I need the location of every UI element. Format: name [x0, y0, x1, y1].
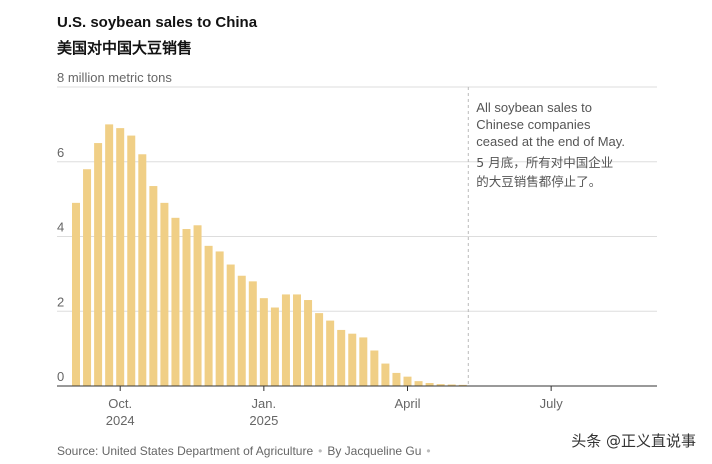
annotation-text: ceased at the end of May.: [476, 134, 625, 149]
annotation-text-cn: 的大豆销售都停止了。: [476, 174, 601, 189]
bar: [127, 135, 136, 386]
annotation-text-cn: 5 月底，所有对中国企业: [476, 155, 613, 170]
x-tick-label: Oct.: [108, 396, 132, 411]
bar: [160, 202, 169, 386]
bar: [83, 169, 92, 386]
bar: [403, 376, 412, 386]
x-tick-year-label: 2024: [106, 413, 135, 428]
bar: [94, 143, 103, 386]
bar: [138, 154, 147, 386]
bar: [105, 124, 114, 386]
bar: [149, 186, 158, 386]
bar: [204, 245, 213, 386]
chart-title: U.S. soybean sales to China: [57, 14, 258, 31]
bar: [359, 337, 368, 386]
bar: [182, 229, 191, 386]
bar: [193, 225, 202, 386]
bar: [259, 298, 268, 386]
byline: By Jacqueline Gu: [327, 444, 422, 458]
bar: [293, 294, 301, 386]
x-tick-year-label: 2025: [249, 413, 278, 428]
y-tick-label: 6: [57, 145, 64, 160]
bar: [304, 300, 313, 386]
y-tick-label: 4: [57, 220, 64, 235]
bar: [392, 372, 401, 386]
bar: [436, 384, 445, 386]
y-tick-label: 0: [57, 369, 64, 384]
bar: [337, 329, 346, 386]
annotation-text: All soybean sales to: [476, 100, 592, 115]
bar: [116, 128, 125, 387]
bar: [370, 350, 379, 386]
x-tick-label: July: [540, 396, 564, 411]
annotation-text: Chinese companies: [476, 117, 591, 132]
source-line: Source: United States Department of Agri…: [57, 444, 431, 458]
y-tick-label: 2: [57, 294, 64, 309]
watermark: 头条 @正义直说事: [571, 432, 696, 450]
chart-subtitle: 美国对中国大豆销售: [57, 39, 193, 57]
bar: [447, 384, 456, 386]
bar: [326, 320, 335, 386]
bar: [72, 202, 80, 386]
bar: [414, 381, 423, 386]
bar: [281, 294, 290, 386]
x-tick-label: April: [394, 396, 420, 411]
bar: [270, 307, 279, 386]
soybean-bar-chart: 8 million metric tons 0 2 4 6 Oct. 2024 Jan. 202…: [57, 70, 657, 428]
unit-label: 8 million metric tons: [57, 70, 172, 85]
bar: [248, 281, 257, 386]
bar: [425, 383, 434, 386]
bar: [381, 363, 390, 386]
bar: [458, 384, 467, 386]
x-tick-label: Jan.: [252, 396, 277, 411]
bar: [348, 333, 357, 386]
source-text: Source: United States Department of Agri…: [57, 444, 314, 458]
bar: [237, 275, 246, 386]
bar: [215, 251, 224, 386]
bar: [171, 217, 180, 386]
bar: [315, 313, 324, 386]
bar: [226, 264, 235, 386]
